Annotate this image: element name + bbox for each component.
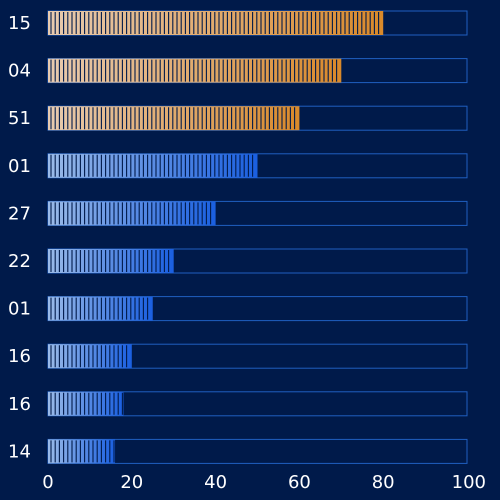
bar	[48, 201, 216, 226]
bar	[48, 106, 300, 131]
x-tick-label: 100	[452, 472, 486, 493]
bar-stripes	[50, 440, 115, 463]
bar-stripes	[50, 107, 296, 130]
x-tick-label: 60	[288, 472, 311, 493]
bar	[48, 439, 116, 464]
category-label: 15	[8, 13, 31, 34]
category-labels: 15 04 51 01 27 22 01 16 16 14	[8, 13, 31, 462]
category-label: 04	[8, 61, 31, 82]
category-label: 01	[8, 156, 31, 177]
bar-stripes	[50, 59, 338, 82]
bar-stripes	[50, 154, 254, 177]
bar-stripes	[50, 12, 380, 34]
bar	[48, 391, 124, 416]
bar	[48, 58, 342, 83]
x-tick-label: 40	[204, 472, 227, 493]
bar-stripes	[50, 250, 170, 272]
category-label: 22	[8, 251, 31, 272]
bar-stripes	[50, 202, 212, 225]
bar	[48, 249, 174, 273]
bar	[48, 153, 258, 178]
bar	[48, 11, 384, 35]
bars	[48, 11, 384, 464]
category-label: 16	[8, 394, 31, 415]
category-label: 01	[8, 299, 31, 320]
bar-stripes	[50, 297, 149, 320]
x-tick-label: 80	[372, 472, 395, 493]
x-tick-label: 20	[120, 472, 143, 493]
bar	[48, 344, 132, 369]
category-label: 27	[8, 203, 31, 224]
category-label: 16	[8, 346, 31, 367]
bar-stripes	[50, 345, 128, 368]
bar-stripes	[50, 392, 123, 415]
category-label: 51	[8, 108, 31, 129]
x-tick-label: 0	[42, 472, 53, 493]
category-label: 14	[8, 441, 31, 462]
x-axis-tick-labels: 0 20 40 60 80 100	[42, 472, 486, 493]
